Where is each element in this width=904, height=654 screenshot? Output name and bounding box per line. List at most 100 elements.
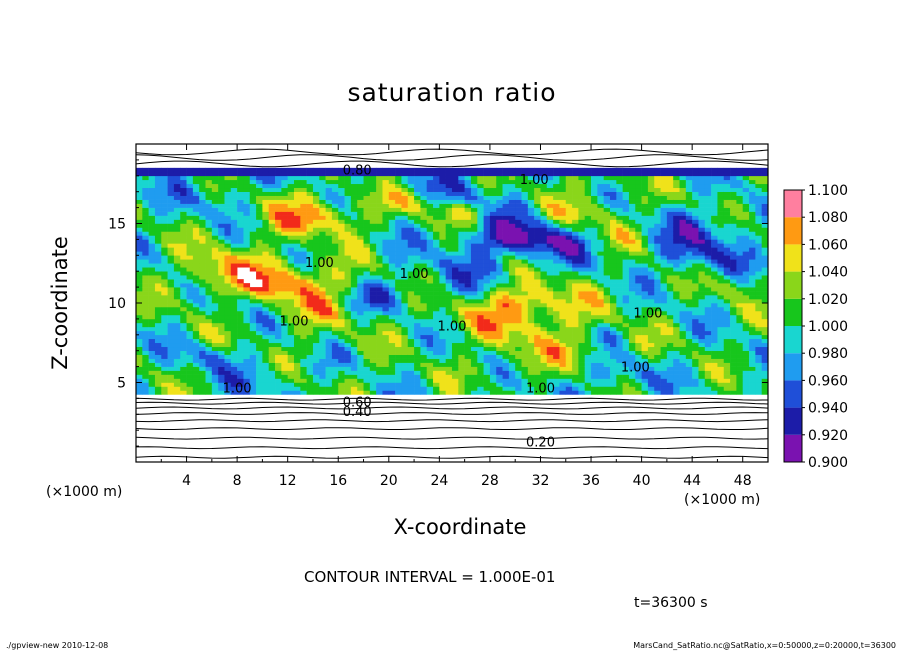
heatmap-cell [268,243,276,248]
heatmap-cell [477,306,484,312]
heatmap-cell [578,322,586,328]
heatmap-cell [565,187,573,192]
heatmap-cell [426,235,434,240]
heatmap-cell [540,215,548,220]
x-axis-unit-left: (×1000 m) [46,484,123,500]
heatmap-cell [572,235,579,240]
heatmap-cell [591,259,598,264]
heatmap-cell [477,223,484,228]
heatmap-cell [154,187,162,192]
heatmap-cell [591,358,598,363]
heatmap-cell [211,267,219,272]
heatmap-cell [167,267,175,272]
heatmap-cell [407,303,415,308]
heatmap-cell [534,318,541,324]
heatmap-cell [192,283,200,288]
heatmap-cell [180,187,187,192]
heatmap-cell [357,287,364,292]
heatmap-cell [331,382,339,387]
heatmap-cell [515,334,522,340]
heatmap-cell [679,235,687,240]
heatmap-cell [300,183,307,189]
heatmap-cell [483,215,491,220]
heatmap-cell [660,346,668,351]
heatmap-cell [610,235,617,240]
heatmap-cell [597,366,604,371]
heatmap-cell [249,295,257,300]
heatmap-cell [407,370,415,375]
heatmap-cell [502,338,510,344]
heatmap-cell [540,362,548,367]
heatmap-cell [230,199,238,204]
heatmap-cell [666,370,674,375]
heatmap-cell [142,195,149,200]
heatmap-cell [521,314,529,320]
heatmap-cell [199,207,206,212]
heatmap-cell [445,350,453,355]
heatmap-cell [515,243,522,248]
heatmap-cell [173,191,181,196]
heatmap-cell [584,310,592,316]
heatmap-cell [527,358,535,363]
heatmap-cell [685,271,693,276]
heatmap-cell [344,314,352,320]
heatmap-cell [622,243,630,248]
heatmap-cell [218,314,225,320]
heatmap-cell [173,175,181,181]
heatmap-cell [515,295,522,300]
heatmap-cell [597,283,604,288]
heatmap-cell [426,295,434,300]
heatmap-cell [275,243,282,248]
heatmap-cell [578,374,586,379]
heatmap-cell [414,167,421,173]
heatmap-cell [584,243,592,248]
heatmap-cell [546,314,554,320]
heatmap-cell [167,295,175,300]
heatmap-cell [205,366,213,371]
heatmap-cell [553,299,560,304]
heatmap-cell [142,175,149,181]
heatmap-cell [603,303,611,308]
heatmap-cell [262,223,270,228]
heatmap-cell [199,223,206,228]
heatmap-cell [344,235,352,240]
heatmap-cell [357,314,364,320]
heatmap-cell [679,287,687,292]
heatmap-cell [565,370,573,375]
heatmap-cell [331,370,339,375]
heatmap-cell [281,342,288,348]
heatmap-cell [584,207,592,212]
heatmap-cell [243,247,251,252]
heatmap-cell [275,171,282,177]
heatmap-cell [388,211,396,216]
heatmap-cell [622,275,630,280]
heatmap-cell [540,203,548,208]
heatmap-cell [186,271,194,276]
heatmap-cell [597,203,604,208]
heatmap-cell [136,171,143,177]
heatmap-cell [199,362,206,367]
heatmap-cell [382,382,390,387]
heatmap-cell [477,354,484,359]
heatmap-cell [224,251,232,256]
heatmap-cell [527,211,535,216]
heatmap-cell [584,179,592,185]
heatmap-cell [325,326,333,332]
heatmap-cell [679,275,687,280]
heatmap-cell [553,287,560,292]
heatmap-cell [275,342,282,348]
heatmap-cell [420,259,428,264]
heatmap-cell [628,303,636,308]
heatmap-cell [218,175,225,181]
heatmap-cell [294,322,301,328]
heatmap-cell [300,314,307,320]
heatmap-cell [243,338,251,344]
heatmap-cell [439,346,446,351]
heatmap-cell [180,346,187,351]
heatmap-cell [622,386,630,391]
heatmap-cell [414,374,421,379]
heatmap-cell [230,219,238,224]
heatmap-cell [673,203,680,208]
heatmap-cell [186,203,194,208]
heatmap-cell [148,243,156,248]
